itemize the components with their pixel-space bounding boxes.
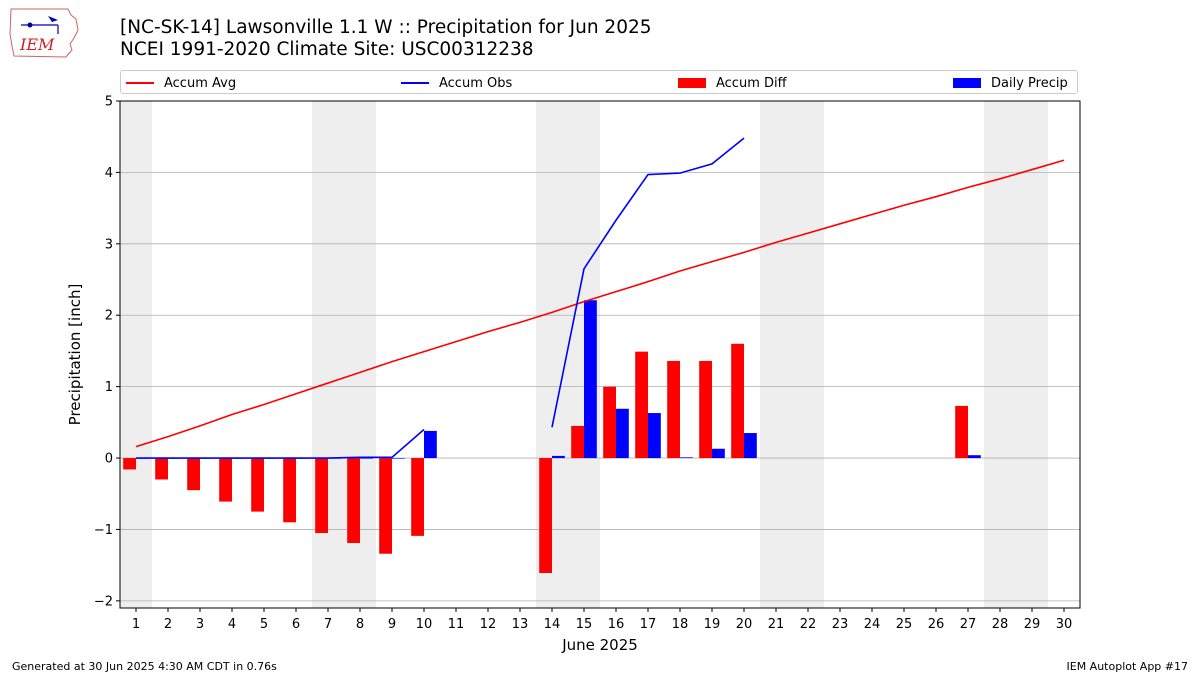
x-tick-label-5: 5	[260, 617, 268, 632]
weekend-band-4	[984, 101, 1048, 608]
legend-item-daily-precip: Daily Precip	[953, 74, 1068, 92]
x-tick-label-3: 3	[196, 617, 204, 632]
x-tick-label-7: 7	[324, 617, 332, 632]
y-tick-label-0: 0	[105, 452, 113, 467]
app-credit: IEM Autoplot App #17	[1066, 660, 1189, 673]
x-tick-label-19: 19	[704, 617, 721, 632]
bar-accum-diff-18	[667, 360, 680, 459]
line-accum-avg	[135, 159, 1065, 448]
bar-accum-diff-3	[187, 458, 200, 491]
bar-daily-precip-27	[968, 455, 981, 459]
iem-logo: IEM	[9, 8, 79, 58]
x-tick-label-29: 29	[1024, 617, 1041, 632]
bar-accum-diff-4	[219, 458, 232, 502]
weekend-band-0	[120, 101, 152, 608]
x-tick-label-6: 6	[292, 617, 300, 632]
x-tick-label-15: 15	[576, 617, 593, 632]
legend-swatch-daily-precip	[953, 78, 981, 88]
bar-accum-diff-1	[123, 458, 136, 470]
y-tick-label-2: 2	[105, 309, 113, 324]
bar-accum-diff-19	[699, 360, 712, 459]
bar-daily-precip-19	[712, 448, 725, 459]
bar-accum-diff-20	[731, 343, 744, 459]
x-tick-label-21: 21	[768, 617, 785, 632]
weekend-band-3	[760, 101, 824, 608]
x-tick-label-23: 23	[832, 617, 849, 632]
wind-vane-icon	[48, 16, 58, 22]
bar-daily-precip-20	[744, 433, 757, 459]
legend-item-accum-obs: Accum Obs	[401, 74, 512, 92]
iowa-outline-icon	[9, 8, 79, 58]
legend-swatch-accum-obs	[401, 82, 429, 84]
legend-swatch-accum-avg	[126, 82, 154, 84]
x-tick-label-11: 11	[448, 617, 465, 632]
bar-accum-diff-15	[571, 425, 584, 459]
x-tick-label-24: 24	[864, 617, 881, 632]
chart-title: [NC-SK-14] Lawsonville 1.1 W :: Precipit…	[120, 17, 652, 38]
bar-accum-diff-16	[603, 386, 616, 459]
bar-daily-precip-15	[584, 300, 597, 459]
x-tick-label-22: 22	[800, 617, 817, 632]
bar-daily-precip-17	[648, 413, 661, 459]
line-accum-obs-0	[136, 428, 425, 459]
bar-accum-diff-27	[955, 405, 968, 459]
legend-item-accum-diff: Accum Diff	[678, 74, 787, 92]
bar-accum-diff-6	[283, 458, 296, 523]
x-tick-label-4: 4	[228, 617, 236, 632]
x-tick-label-9: 9	[388, 617, 396, 632]
x-tick-label-13: 13	[512, 617, 529, 632]
bar-accum-diff-9	[379, 458, 392, 554]
legend-item-accum-avg: Accum Avg	[126, 74, 236, 92]
generated-timestamp: Generated at 30 Jun 2025 4:30 AM CDT in …	[12, 660, 277, 673]
x-tick-label-27: 27	[960, 617, 977, 632]
legend-label-accum-obs: Accum Obs	[439, 75, 513, 91]
x-tick-label-28: 28	[992, 617, 1009, 632]
bar-accum-diff-5	[251, 458, 264, 512]
legend-label-accum-avg: Accum Avg	[164, 75, 237, 91]
x-tick-label-12: 12	[480, 617, 497, 632]
plot-frame	[119, 100, 1081, 609]
bar-accum-diff-7	[315, 458, 328, 534]
y-tick-label-4: 4	[105, 166, 113, 181]
bar-accum-diff-10	[411, 458, 424, 536]
bar-daily-precip-18	[680, 457, 693, 459]
x-tick-label-20: 20	[736, 617, 753, 632]
bar-accum-diff-2	[155, 458, 168, 480]
x-tick-label-18: 18	[672, 617, 689, 632]
x-tick-label-10: 10	[416, 617, 433, 632]
logo-text: IEM	[19, 35, 55, 54]
bar-daily-precip-16	[616, 408, 629, 459]
y-axis-label: Precipitation [inch]	[66, 284, 84, 426]
x-tick-label-25: 25	[896, 617, 913, 632]
x-tick-label-17: 17	[640, 617, 657, 632]
x-tick-label-8: 8	[356, 617, 364, 632]
bar-accum-diff-14	[539, 458, 552, 574]
y-tick-label--1: −1	[94, 523, 113, 538]
x-tick-label-1: 1	[132, 617, 140, 632]
legend-label-accum-diff: Accum Diff	[716, 75, 787, 91]
y-tick-label-5: 5	[105, 95, 113, 110]
bar-accum-diff-8	[347, 458, 360, 544]
x-axis-label: June 2025	[561, 636, 638, 654]
bar-daily-precip-8	[360, 458, 373, 459]
bar-daily-precip-14	[552, 455, 565, 459]
x-tick-label-30: 30	[1056, 617, 1073, 632]
bar-daily-precip-9	[392, 458, 405, 459]
y-tick-label-3: 3	[105, 237, 113, 252]
x-tick-label-2: 2	[164, 617, 172, 632]
line-accum-obs-1	[551, 137, 745, 428]
legend-swatch-accum-diff	[678, 78, 706, 88]
bar-accum-diff-17	[635, 351, 648, 459]
legend-label-daily-precip: Daily Precip	[991, 75, 1068, 91]
x-tick-label-14: 14	[544, 617, 561, 632]
x-tick-label-16: 16	[608, 617, 625, 632]
bar-daily-precip-10	[424, 430, 437, 459]
x-tick-label-26: 26	[928, 617, 945, 632]
legend: Accum Avg Accum Obs Accum Diff Daily Pre…	[120, 70, 1078, 94]
chart-subtitle: NCEI 1991-2020 Climate Site: USC00312238	[120, 39, 534, 60]
y-tick-label-1: 1	[105, 380, 113, 395]
y-tick-label--2: −2	[94, 594, 113, 609]
